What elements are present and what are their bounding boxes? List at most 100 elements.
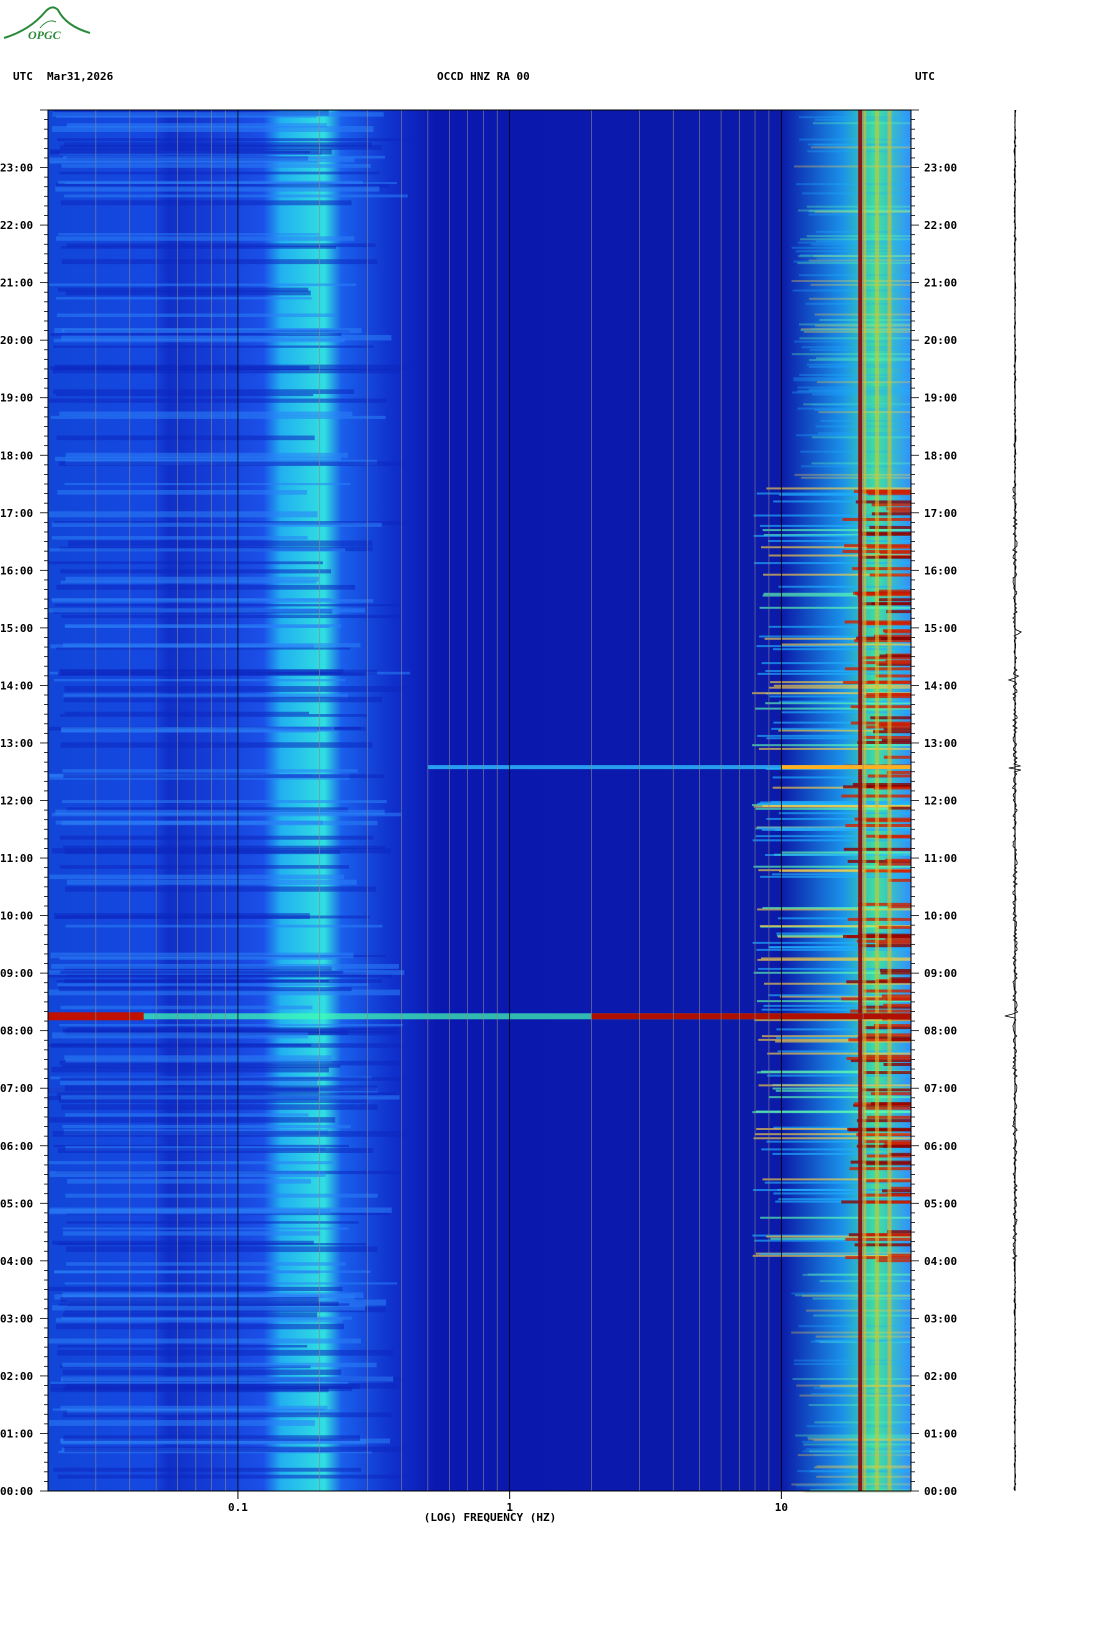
hf-energy-mark — [860, 1033, 911, 1037]
hf-noise-mark — [796, 1384, 911, 1387]
heatmap-stripe — [66, 1246, 378, 1253]
hf-noise-mark — [802, 1273, 911, 1276]
heatmap-stripe — [65, 1059, 332, 1063]
heatmap-stripe — [57, 983, 369, 986]
hf-noise-mark — [797, 241, 911, 244]
heatmap-stripe — [61, 164, 371, 168]
hf-energy-mark — [886, 770, 911, 774]
hf-energy-mark — [886, 507, 911, 511]
hf-noise-mark — [770, 681, 911, 684]
event-highfreq-peak — [781, 765, 911, 770]
y-tick-label-right: 23:00 — [924, 162, 957, 175]
y-tick-label-right: 15:00 — [924, 622, 957, 635]
hf-noise-mark — [763, 1004, 911, 1007]
hf-noise-mark — [764, 637, 911, 640]
y-tick-label-left: 18:00 — [0, 449, 33, 462]
hf-noise-mark — [758, 967, 911, 970]
hf-noise-mark — [799, 337, 911, 340]
heatmap-stripe — [65, 452, 349, 458]
heatmap-stripe — [62, 1362, 377, 1368]
hf-noise-mark — [775, 1040, 911, 1043]
hf-noise-mark — [758, 1038, 911, 1041]
hf-energy-mark — [863, 1140, 911, 1144]
heatmap-stripe — [49, 398, 387, 403]
persistent-line — [875, 110, 880, 1491]
hf-noise-mark — [761, 1148, 911, 1151]
hf-noise-mark — [758, 826, 911, 829]
heatmap-stripe — [51, 1066, 329, 1073]
hf-noise-mark — [757, 958, 911, 961]
y-tick-label-left: 08:00 — [0, 1025, 33, 1038]
hf-noise-mark — [761, 1008, 911, 1011]
heatmap-stripe — [57, 1474, 407, 1479]
hf-noise-mark — [776, 932, 911, 935]
heatmap-stripe — [62, 1312, 318, 1318]
hf-noise-mark — [797, 209, 911, 212]
hf-noise-mark — [791, 1331, 911, 1334]
heatmap-stripe — [60, 714, 367, 717]
hf-energy-mark — [876, 662, 911, 666]
persistent-line — [858, 110, 863, 1491]
hf-noise-mark — [753, 562, 911, 565]
y-tick-label-right: 06:00 — [924, 1140, 957, 1153]
hf-noise-mark — [756, 492, 911, 495]
heatmap-stripe — [56, 584, 355, 590]
hf-energy-mark — [849, 1167, 911, 1171]
heatmap-stripe — [55, 393, 314, 397]
hf-noise-mark — [754, 1133, 911, 1136]
heatmap-stripe — [55, 1317, 343, 1323]
hf-noise-mark — [793, 1359, 911, 1362]
heatmap-stripe — [64, 1055, 332, 1060]
hf-noise-mark — [752, 1234, 911, 1237]
hf-noise-mark — [752, 941, 911, 944]
hf-noise-mark — [801, 346, 911, 349]
event-band — [48, 1013, 911, 1020]
hf-noise-mark — [771, 727, 911, 730]
hf-energy-mark — [881, 1189, 911, 1193]
hf-noise-mark — [775, 1089, 911, 1092]
hf-energy-mark — [863, 989, 911, 993]
heatmap-stripe — [62, 800, 387, 804]
heatmap-stripe — [66, 123, 327, 128]
hf-energy-mark — [862, 1071, 911, 1075]
hf-noise-mark — [804, 330, 911, 333]
hf-energy-mark — [888, 806, 911, 810]
y-tick-label-left: 10:00 — [0, 910, 33, 923]
heatmap-stripe — [48, 1043, 312, 1047]
hf-energy-mark — [862, 661, 911, 665]
heatmap-stripe — [67, 1178, 311, 1184]
hf-noise-mark — [756, 948, 911, 951]
hf-noise-mark — [768, 554, 911, 557]
heatmap-stripe — [59, 956, 333, 960]
hf-noise-mark — [757, 908, 911, 911]
hf-noise-mark — [752, 1254, 911, 1257]
y-tick-label-right: 18:00 — [924, 449, 957, 462]
heatmap-stripe — [66, 1221, 359, 1224]
heatmap-stripe — [67, 1027, 399, 1031]
hf-noise-mark — [795, 1434, 911, 1437]
hf-energy-mark — [873, 786, 911, 790]
hf-noise-mark — [798, 1325, 911, 1328]
heatmap-stripe — [64, 1029, 349, 1035]
y-tick-label-left: 02:00 — [0, 1370, 33, 1383]
hf-energy-mark — [862, 656, 911, 660]
hf-energy-mark — [888, 1038, 911, 1042]
y-tick-label-left: 23:00 — [0, 162, 33, 175]
heatmap-stripe — [58, 1303, 350, 1306]
hf-noise-mark — [768, 994, 911, 997]
hf-noise-mark — [791, 1292, 911, 1295]
hf-noise-mark — [768, 1096, 911, 1099]
y-tick-label-right: 19:00 — [924, 392, 957, 405]
event-band — [427, 765, 911, 770]
hf-noise-mark — [792, 289, 911, 292]
heatmap-stripe — [62, 1124, 351, 1129]
y-tick-label-right: 12:00 — [924, 795, 957, 808]
hf-energy-mark — [856, 939, 911, 943]
hf-energy-mark — [880, 550, 911, 554]
hf-noise-mark — [791, 246, 911, 249]
y-tick-label-right: 03:00 — [924, 1312, 957, 1325]
hf-energy-mark — [873, 634, 911, 638]
hf-noise-mark — [752, 692, 911, 695]
hf-noise-mark — [755, 707, 911, 710]
